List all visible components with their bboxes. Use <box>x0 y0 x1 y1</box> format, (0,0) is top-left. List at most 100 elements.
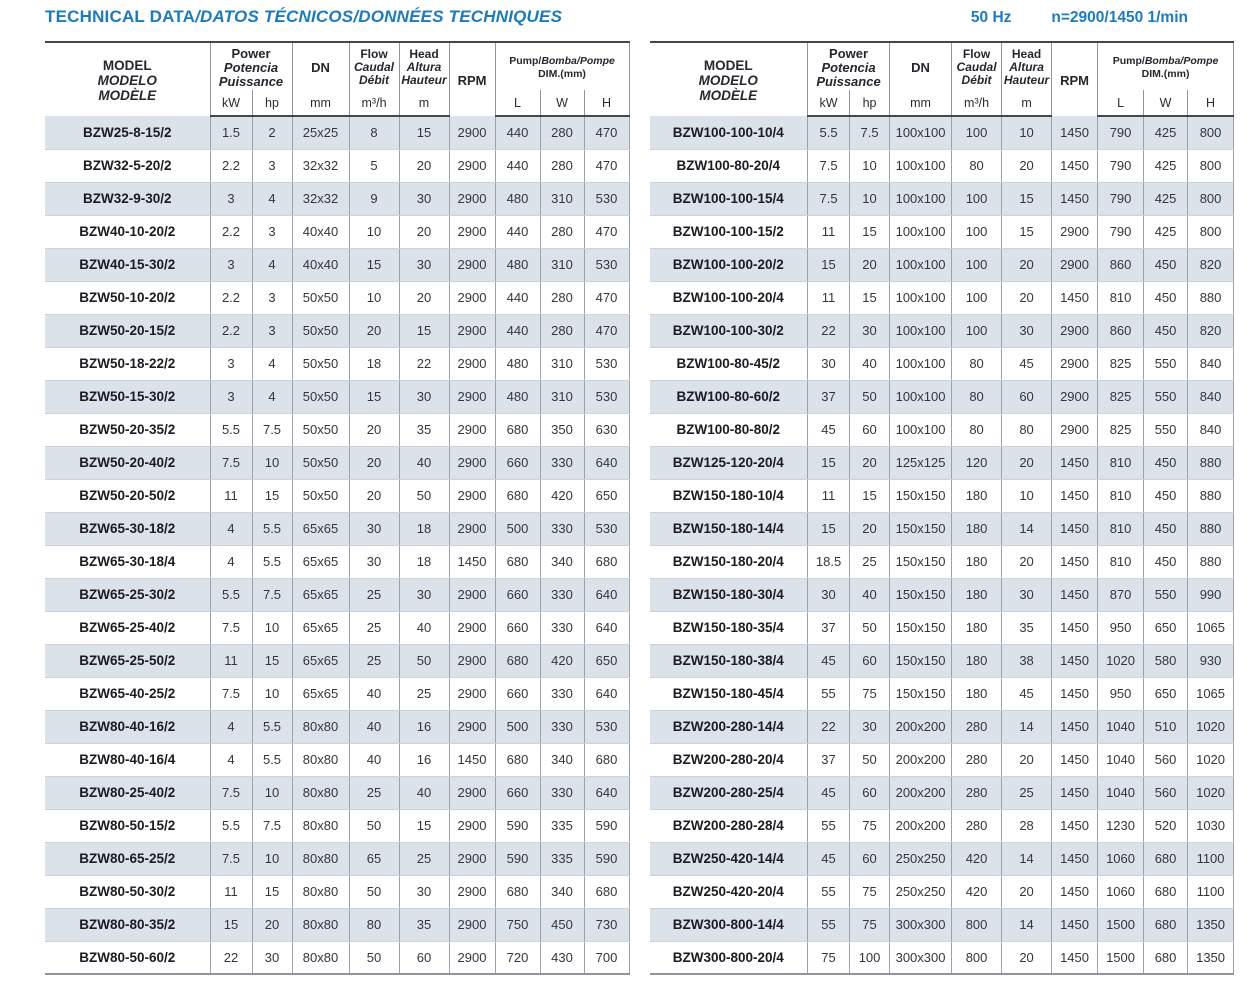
value-cell: 2900 <box>449 710 496 744</box>
value-cell: 18.5 <box>807 545 851 579</box>
value-cell: 630 <box>584 413 630 447</box>
model-cell: BZW50-18-22/2 <box>45 347 211 381</box>
value-cell: 2.2 <box>210 215 253 249</box>
value-cell: 10 <box>849 182 891 216</box>
model-cell: BZW100-100-15/4 <box>649 182 809 216</box>
value-cell: 680 <box>584 743 630 777</box>
value-cell: 80x80 <box>292 710 350 744</box>
value-cell: 330 <box>540 446 585 480</box>
value-cell: 470 <box>584 314 630 348</box>
value-cell: 250x250 <box>889 875 953 909</box>
model-cell: BZW65-30-18/4 <box>45 545 211 579</box>
value-cell: 200x200 <box>889 743 953 777</box>
value-cell: 2900 <box>449 512 496 546</box>
value-cell: 720 <box>495 941 541 974</box>
value-cell: 450 <box>1143 545 1189 579</box>
value-cell: 40 <box>849 578 891 612</box>
value-cell: 100x100 <box>889 149 953 183</box>
table-row: BZW150-180-45/4 55 75 150x150 180 45 1450 950 65… <box>649 677 1235 711</box>
model-cell: BZW200-280-28/4 <box>649 809 809 843</box>
model-cell: BZW300-800-20/4 <box>649 941 809 974</box>
value-cell: 50 <box>349 941 400 974</box>
value-cell: 680 <box>584 545 630 579</box>
value-cell: 50 <box>849 611 891 645</box>
value-cell: 1450 <box>1051 149 1099 183</box>
value-cell: 180 <box>951 479 1003 513</box>
unit-hp: hp <box>849 90 891 117</box>
model-cell: BZW100-80-80/2 <box>649 413 809 447</box>
value-cell: 60 <box>399 941 450 974</box>
value-cell: 450 <box>1143 512 1189 546</box>
value-cell: 825 <box>1097 380 1145 414</box>
value-cell: 470 <box>584 116 630 150</box>
value-cell: 2900 <box>449 347 496 381</box>
value-cell: 16 <box>399 710 450 744</box>
value-cell: 810 <box>1097 281 1145 315</box>
value-cell: 310 <box>540 248 585 282</box>
value-cell: 7.5 <box>252 578 293 612</box>
value-cell: 340 <box>540 545 585 579</box>
value-cell: 2900 <box>449 413 496 447</box>
value-cell: 5.5 <box>252 512 293 546</box>
value-cell: 2900 <box>449 281 496 315</box>
value-cell: 22 <box>807 710 851 744</box>
value-cell: 50x50 <box>292 281 350 315</box>
value-cell: 650 <box>1143 611 1189 645</box>
value-cell: 335 <box>540 842 585 876</box>
value-cell: 340 <box>540 743 585 777</box>
table-row: BZW80-65-25/2 7.5 10 80x80 65 25 2900 590 335 590 <box>45 842 630 876</box>
tables-container: MODEL MODELO MODÈLE Power Potencia Puiss… <box>45 41 1235 975</box>
value-cell: 450 <box>1143 446 1189 480</box>
value-cell: 1065 <box>1187 611 1235 645</box>
value-cell: 25 <box>399 842 450 876</box>
value-cell: 800 <box>1187 182 1235 216</box>
value-cell: 550 <box>1143 578 1189 612</box>
table-row: BZW25-8-15/2 1.5 2 25x25 8 15 2900 440 280 470 <box>45 116 630 150</box>
value-cell: 680 <box>1143 941 1189 974</box>
value-cell: 530 <box>584 347 630 381</box>
model-label-fr: MODÈLE <box>98 88 157 103</box>
value-cell: 420 <box>951 842 1003 876</box>
value-cell: 7.5 <box>210 842 253 876</box>
value-cell: 5.5 <box>252 545 293 579</box>
value-cell: 100x100 <box>889 182 953 216</box>
value-cell: 250x250 <box>889 842 953 876</box>
value-cell: 470 <box>584 281 630 315</box>
value-cell: 100 <box>951 116 1003 150</box>
unit-L: L <box>1097 90 1145 117</box>
table-row: BZW32-5-20/2 2.2 3 32x32 5 20 2900 440 280 470 <box>45 149 630 183</box>
value-cell: 125x125 <box>889 446 953 480</box>
table-row: BZW150-180-30/4 30 40 150x150 180 30 1450 870 55… <box>649 578 1235 612</box>
value-cell: 9 <box>349 182 400 216</box>
value-cell: 11 <box>807 215 851 249</box>
value-cell: 300x300 <box>889 941 953 974</box>
value-cell: 700 <box>584 941 630 974</box>
model-label-es: MODELO <box>97 73 157 88</box>
value-cell: 22 <box>210 941 253 974</box>
value-cell: 10 <box>1001 116 1053 150</box>
value-cell: 30 <box>252 941 293 974</box>
value-cell: 7.5 <box>849 116 891 150</box>
value-cell: 20 <box>349 413 400 447</box>
value-cell: 50x50 <box>292 446 350 480</box>
value-cell: 15 <box>1001 215 1053 249</box>
col-header-dim: Pump/Bomba/Pompe DIM.(mm) <box>1097 42 1235 90</box>
value-cell: 430 <box>540 941 585 974</box>
value-cell: 1040 <box>1097 710 1145 744</box>
value-cell: 330 <box>540 578 585 612</box>
value-cell: 330 <box>540 611 585 645</box>
value-cell: 20 <box>349 446 400 480</box>
value-cell: 30 <box>1001 314 1053 348</box>
value-cell: 50x50 <box>292 347 350 381</box>
unit-mm: mm <box>292 90 350 117</box>
value-cell: 22 <box>807 314 851 348</box>
value-cell: 4 <box>252 182 293 216</box>
value-cell: 180 <box>951 644 1003 678</box>
value-cell: 680 <box>584 875 630 909</box>
value-cell: 425 <box>1143 215 1189 249</box>
value-cell: 310 <box>540 347 585 381</box>
model-cell: BZW200-280-14/4 <box>649 710 809 744</box>
dim-subtitle: DIM.(mm) <box>538 67 586 80</box>
value-cell: 470 <box>584 149 630 183</box>
value-cell: 20 <box>849 512 891 546</box>
